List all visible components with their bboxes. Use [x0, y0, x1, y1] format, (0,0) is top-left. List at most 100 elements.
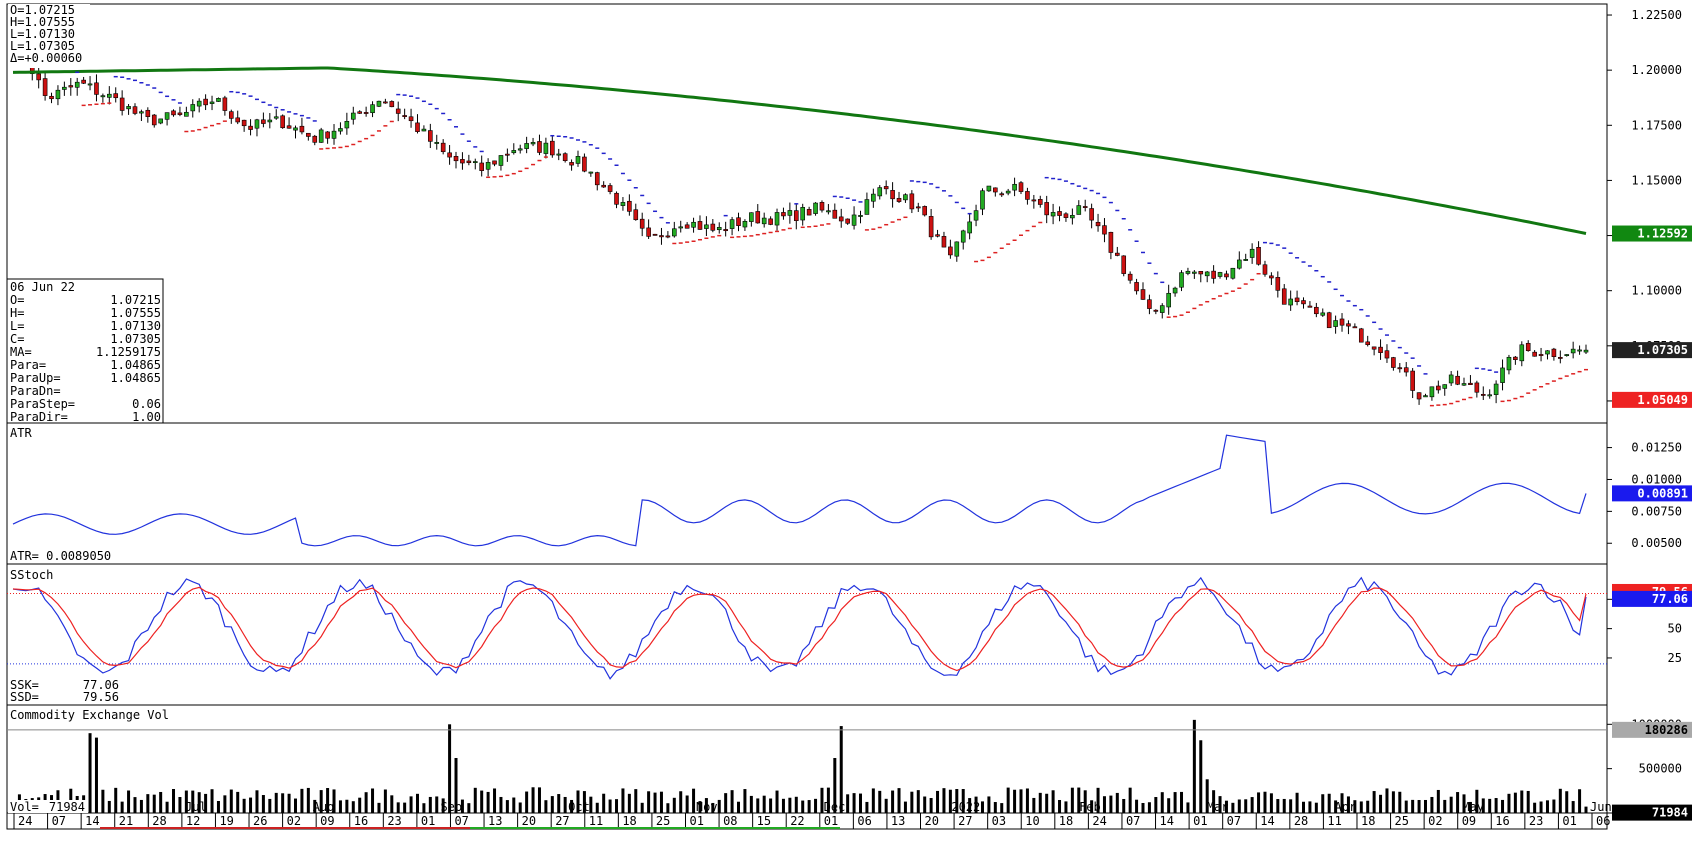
x-day-label: 26: [253, 814, 267, 828]
data-box-key: O=: [10, 293, 24, 307]
volume-bar: [1141, 802, 1145, 813]
data-box: 06 Jun 22 O= 1.07215 H= 1.07555 L= 1.07130 C= 1…: [6, 278, 164, 424]
volume-bar: [1019, 789, 1023, 813]
x-day-label: 06: [1596, 814, 1610, 828]
candle-body: [620, 202, 626, 206]
axis-label: 0.01000: [1631, 472, 1682, 486]
atr-panel[interactable]: [6, 422, 1608, 565]
candle-body: [1037, 199, 1043, 205]
candle-body: [781, 212, 786, 217]
candle-body: [864, 199, 870, 215]
candle-body: [119, 97, 125, 111]
volume-bar: [1102, 796, 1106, 813]
volume-bar: [1096, 787, 1100, 813]
volume-bar: [274, 792, 278, 813]
volume-bar: [1545, 800, 1549, 813]
x-month-label: Apr: [1335, 800, 1357, 814]
volume-bar: [1282, 798, 1286, 813]
volume-bar: [281, 793, 285, 813]
candle-body: [813, 202, 818, 214]
candle-body: [511, 150, 517, 154]
volume-bar: [473, 787, 477, 813]
volume-bar: [897, 788, 901, 813]
volume-bar: [980, 801, 984, 813]
volume-bar: [634, 789, 638, 813]
volume-bar: [1417, 799, 1421, 813]
volume-bar: [929, 798, 933, 813]
stoch-values: SSK= 77.06 SSD= 79.56: [8, 678, 122, 704]
candle-body: [1230, 267, 1236, 279]
volume-bar: [846, 794, 850, 813]
candle-body: [1159, 305, 1165, 313]
volume-bar: [1481, 798, 1485, 813]
candle-body: [1532, 351, 1537, 357]
candle-body: [370, 104, 375, 114]
candle-body: [838, 216, 844, 222]
y-axes: 1.225001.200001.175001.150001.125001.100…: [1607, 8, 1682, 820]
volume-title: Commodity Exchange Vol: [10, 708, 169, 722]
x-day-label: 16: [354, 814, 368, 828]
volume-bar: [692, 788, 696, 813]
candle-body: [1480, 393, 1486, 396]
candle-body: [1570, 348, 1576, 354]
candle-body: [408, 116, 414, 122]
volume-bar: [178, 797, 182, 813]
volume-panel[interactable]: [6, 704, 1608, 814]
volume-bar: [1468, 801, 1472, 813]
volume-bar: [858, 793, 862, 813]
candle-body: [145, 109, 151, 117]
volume-bar: [1058, 799, 1062, 813]
quote-high: H=1.07555: [10, 15, 75, 29]
candle-body: [1583, 349, 1589, 353]
volume-bar: [525, 791, 529, 813]
volume-bar: [878, 790, 882, 813]
candle-body: [453, 155, 459, 162]
x-day-label: 23: [1529, 814, 1543, 828]
volume-bar: [653, 792, 657, 813]
x-day-label: 12: [186, 814, 200, 828]
data-box-key: ParaDn=: [10, 384, 61, 398]
volume-bar: [865, 801, 869, 813]
x-day-label: 25: [656, 814, 670, 828]
volume-bar: [1423, 799, 1427, 813]
candle-body: [832, 209, 838, 219]
candle-body: [1275, 277, 1281, 291]
volume-bar: [923, 796, 927, 813]
data-box-value: 1.04865: [110, 371, 161, 385]
candle-body: [460, 159, 465, 164]
candle-body: [1172, 287, 1178, 294]
x-day-label: 18: [1059, 814, 1073, 828]
candle-body: [1018, 182, 1024, 192]
candle-body: [107, 93, 112, 98]
volume-bar: [608, 799, 612, 813]
volume-bar: [1411, 799, 1415, 813]
volume-bar: [1038, 792, 1042, 813]
x-day-label: 01: [1193, 814, 1207, 828]
axis-value-tags: 1.125921.073051.050490.0089179.5677.0618…: [1612, 225, 1692, 821]
volume-bar: [480, 790, 484, 813]
axis-label: 1.20000: [1631, 63, 1682, 77]
candle-body: [569, 162, 574, 166]
atr-value-label: ATR= 0.0089050: [10, 549, 111, 563]
candle-body: [49, 95, 54, 100]
volume-bar: [1244, 799, 1248, 813]
volume-bar: [133, 797, 137, 813]
volume-bar: [563, 796, 567, 813]
candle-body: [1256, 246, 1261, 265]
candle-body: [672, 228, 677, 237]
volume-bar: [159, 791, 163, 813]
volume-bar: [1462, 794, 1466, 813]
volume-bar: [1443, 799, 1447, 813]
volume-bar: [1449, 796, 1453, 813]
volume-bar: [1321, 794, 1325, 813]
stoch-panel[interactable]: [6, 563, 1608, 706]
candle-body: [659, 235, 664, 238]
volume-bar: [1340, 793, 1344, 813]
volume-bar: [1565, 791, 1569, 813]
volume-bar: [403, 802, 407, 813]
x-month-label: Oct: [568, 800, 590, 814]
candle-body: [216, 98, 221, 102]
data-box-key: H=: [10, 306, 24, 320]
data-box-key: MA=: [10, 345, 32, 359]
volume-value: Vol= 71984: [8, 800, 88, 814]
